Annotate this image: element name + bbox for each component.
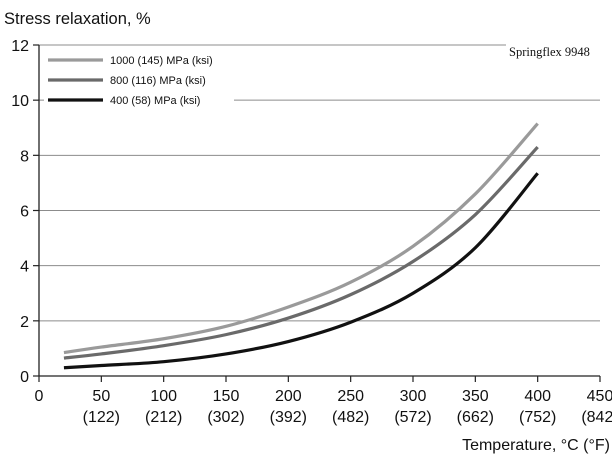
x-tick-sublabel-450: (842) [581, 409, 612, 426]
y-tick-label-6: 6 [20, 204, 29, 221]
x-tick-label-350: 350 [462, 388, 489, 405]
annotation-background [506, 44, 602, 60]
axes [33, 44, 601, 382]
series-line-1 [63, 122, 539, 355]
series-lines [63, 122, 539, 370]
chart-title: Stress relaxation, % [4, 10, 151, 28]
x-tick-label-50: 50 [92, 388, 110, 405]
product-annotation: Springflex 9948 [509, 45, 590, 59]
x-tick-label-100: 100 [150, 388, 177, 405]
x-tick-sublabel-200: (392) [270, 409, 307, 426]
x-tick-label-300: 300 [400, 388, 427, 405]
x-tick-label-0: 0 [35, 388, 44, 405]
x-tick-sublabel-300: (572) [394, 409, 431, 426]
x-tick-label-150: 150 [213, 388, 240, 405]
x-axis-label: Temperature, °C (°F) [462, 437, 610, 454]
legend-label-3: 400 (58) MPa (ksi) [110, 95, 200, 107]
x-tick-label-200: 200 [275, 388, 302, 405]
x-tick-label-250: 250 [337, 388, 364, 405]
y-tick-label-8: 8 [20, 148, 29, 165]
x-tick-sublabel-400: (752) [519, 409, 556, 426]
x-tick-sublabel-350: (662) [457, 409, 494, 426]
legend: 1000 (145) MPa (ksi) 800 (116) MPa (ksi) 4… [48, 55, 213, 107]
x-tick-label-400: 400 [524, 388, 551, 405]
legend-label-2: 800 (116) MPa (ksi) [110, 75, 206, 87]
x-tick-sublabel-150: (302) [207, 409, 244, 426]
y-tick-label-2: 2 [20, 314, 29, 331]
x-tick-label-450: 450 [587, 388, 612, 405]
y-tick-label-10: 10 [11, 93, 29, 110]
x-tick-sublabel-100: (212) [145, 409, 182, 426]
y-tick-label-4: 4 [20, 259, 29, 276]
x-tick-sublabel-250: (482) [332, 409, 369, 426]
y-tick-label-12: 12 [11, 38, 29, 55]
x-tick-sublabel-50: (122) [83, 409, 120, 426]
x-tick-labels: 0 50 (122) 100 (212) 150 (302) 200 (392) 250 (482)… [35, 388, 612, 426]
series-line-2 [63, 145, 539, 360]
y-tick-label-0: 0 [20, 369, 29, 386]
series-line-3 [63, 172, 539, 370]
y-tick-labels: 0 2 4 6 8 10 12 [11, 38, 29, 386]
legend-label-1: 1000 (145) MPa (ksi) [110, 55, 213, 67]
